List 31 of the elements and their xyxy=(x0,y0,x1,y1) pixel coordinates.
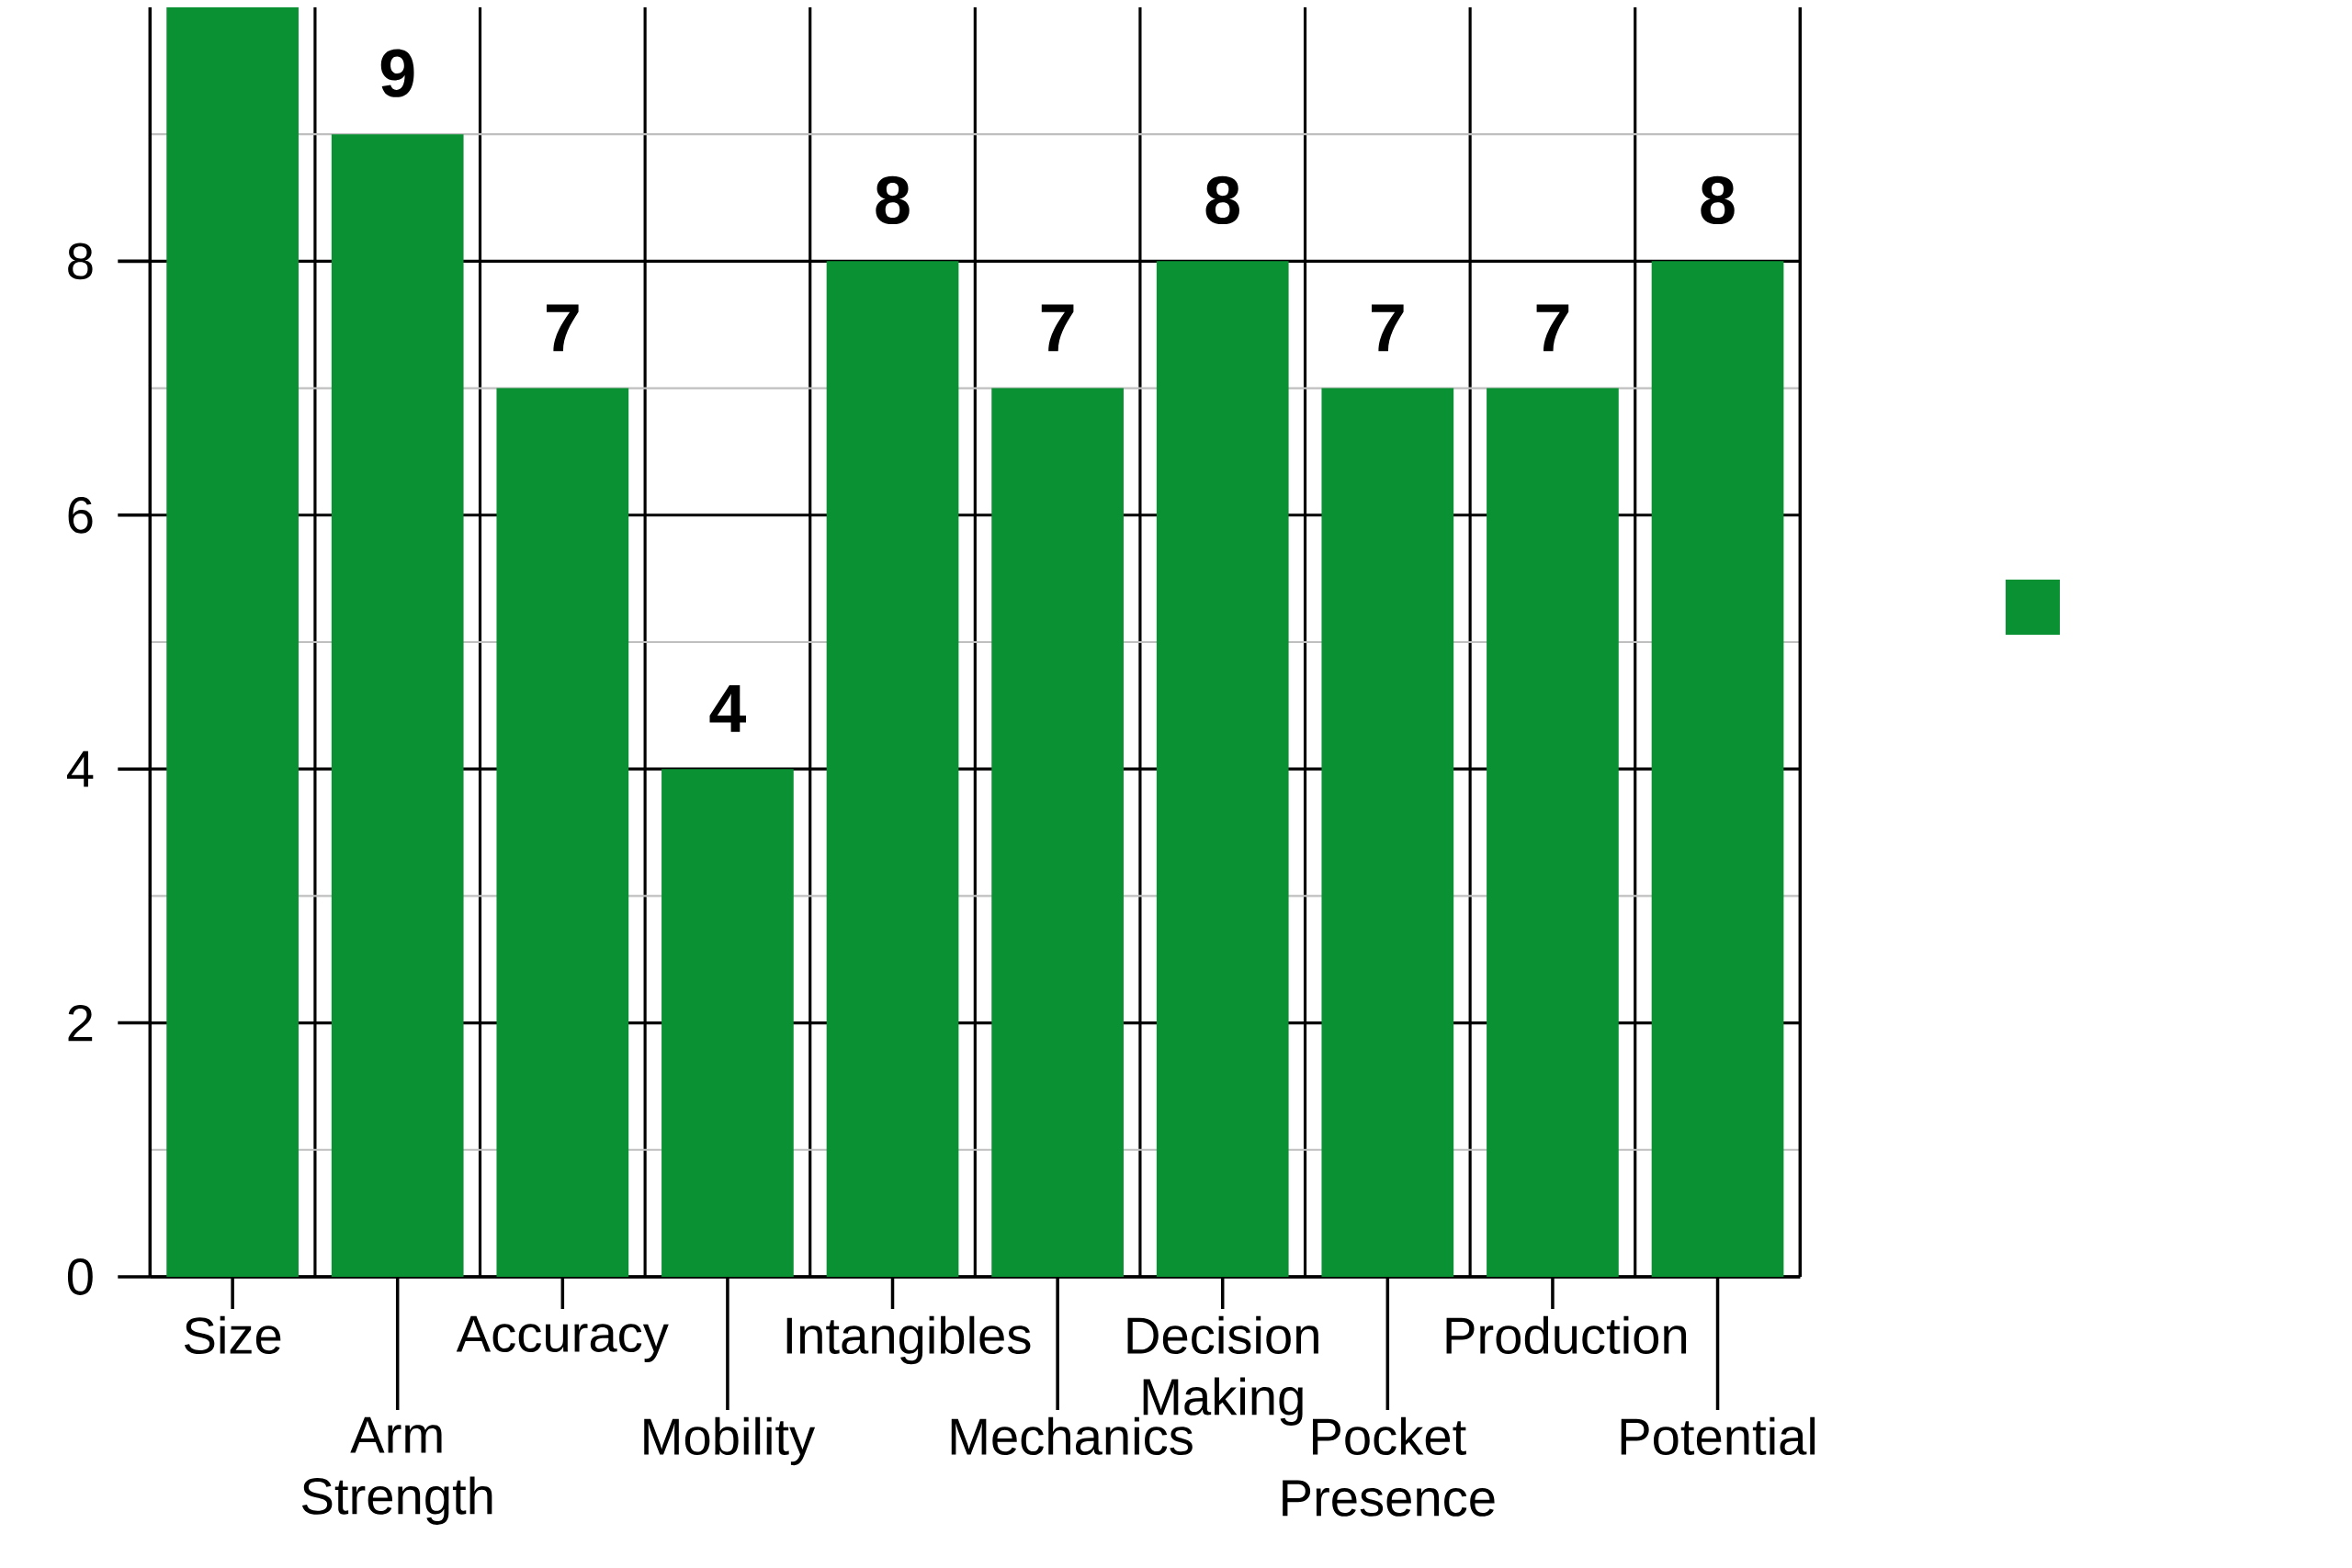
x-tick-label: Potential xyxy=(1621,1416,1815,1456)
y-tick-label: 2 xyxy=(68,1004,93,1042)
data-label: 8 xyxy=(1205,175,1239,225)
bar xyxy=(166,6,299,1277)
y-tick-label: 4 xyxy=(67,750,94,787)
data-label: 8 xyxy=(876,175,910,225)
data-label: 7 xyxy=(1041,304,1074,352)
bar xyxy=(496,388,629,1277)
bar xyxy=(1487,388,1619,1277)
y-tick-label: 0 xyxy=(67,1258,93,1295)
data-label: 4 xyxy=(709,685,747,732)
bar xyxy=(1651,261,1784,1277)
x-tick-label: Production xyxy=(1446,1315,1687,1355)
x-tick-label: Intangibles xyxy=(786,1315,1031,1365)
bar xyxy=(331,134,464,1277)
y-tick-label: 8 xyxy=(68,243,93,280)
bar xyxy=(1156,261,1289,1277)
y-tick-label: 6 xyxy=(68,496,93,534)
data-label: 7 xyxy=(1372,304,1404,352)
x-tick-label: Arm Strength xyxy=(301,1416,492,1525)
bar xyxy=(662,769,794,1277)
x-tick-label: Size xyxy=(184,1315,281,1355)
data-label: 7 xyxy=(1536,304,1569,352)
data-label: 9 xyxy=(380,49,414,97)
data-label: 8 xyxy=(1701,175,1735,225)
data-label: 7 xyxy=(546,304,579,352)
bar xyxy=(991,388,1124,1277)
bar xyxy=(826,261,959,1277)
x-tick-label: Mobility xyxy=(644,1416,816,1466)
bar xyxy=(1321,388,1454,1277)
x-tick-label: Accuracy xyxy=(456,1315,669,1363)
